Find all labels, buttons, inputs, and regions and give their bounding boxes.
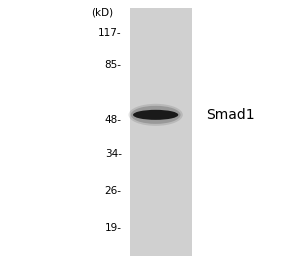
Text: 19-: 19- bbox=[105, 223, 122, 233]
Text: 26-: 26- bbox=[105, 186, 122, 196]
Text: 48-: 48- bbox=[105, 115, 122, 125]
Text: 34-: 34- bbox=[105, 149, 122, 159]
Ellipse shape bbox=[131, 106, 181, 124]
Text: 85-: 85- bbox=[105, 60, 122, 70]
Text: (kD): (kD) bbox=[91, 8, 113, 18]
Text: 117-: 117- bbox=[98, 28, 122, 38]
Ellipse shape bbox=[128, 104, 183, 126]
Text: Smad1: Smad1 bbox=[207, 108, 255, 122]
FancyBboxPatch shape bbox=[130, 8, 192, 256]
Ellipse shape bbox=[133, 110, 178, 120]
